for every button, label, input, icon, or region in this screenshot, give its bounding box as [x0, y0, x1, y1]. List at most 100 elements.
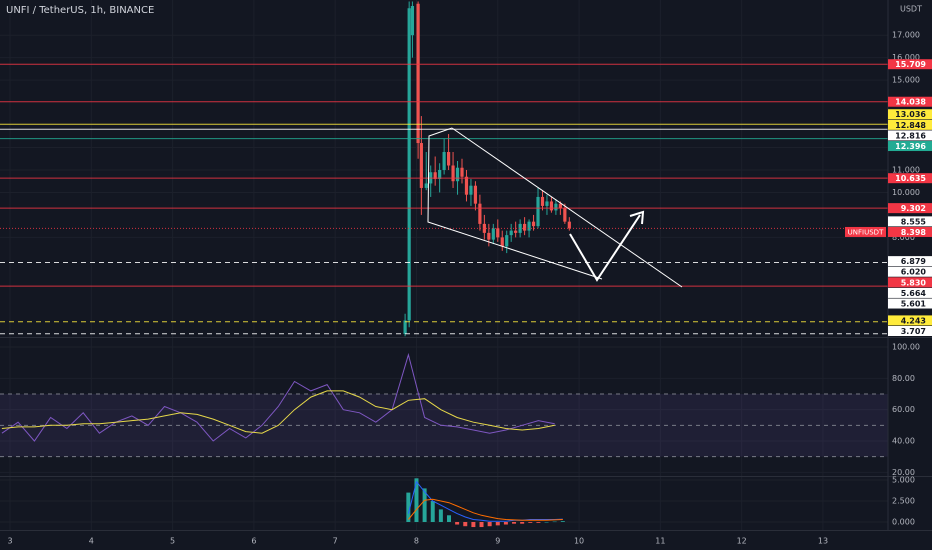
candle-body [419, 143, 423, 188]
arrow-head [629, 210, 645, 225]
arrow-path [569, 214, 641, 282]
macd-histogram-bar [487, 522, 492, 527]
candle-body [545, 201, 549, 206]
x-tick-label: 11 [655, 537, 665, 546]
x-tick-label: 13 [818, 537, 828, 546]
price-label: 14.038 [895, 98, 926, 107]
rsi-line [1, 390, 555, 434]
price-label-box [888, 266, 932, 277]
axes: 34567891011121317.00016.00015.00012.0001… [7, 31, 932, 546]
macd-histogram-bar [463, 522, 468, 527]
price-pane [0, 1, 888, 337]
candle-body [491, 228, 495, 240]
y-tick-label: 15.000 [892, 76, 920, 85]
candle-body [446, 152, 451, 166]
price-label: 9.302 [901, 204, 926, 213]
rsi-line [1, 352, 555, 442]
macd-histogram-bar [479, 522, 484, 528]
candle-body [451, 165, 455, 182]
candle-body [518, 223, 522, 233]
y-tick-label: 5.000 [892, 475, 915, 484]
candle-body [455, 167, 460, 182]
symbol-label: UNFIUSDT [848, 228, 884, 236]
candle-body [540, 196, 545, 206]
price-label: 5.601 [901, 300, 927, 309]
price-label-box [888, 96, 932, 107]
candle-body [549, 201, 554, 211]
y-tick-label: 100.00 [892, 342, 920, 351]
y-tick-label: 16.000 [892, 53, 920, 62]
x-tick-label: 12 [737, 537, 747, 546]
candle-body [460, 167, 464, 177]
candle-body [407, 8, 411, 321]
candle-body [469, 185, 473, 195]
candle-body [424, 183, 428, 188]
candle-body [523, 223, 527, 231]
currency-label: USDT [900, 5, 922, 14]
candle-body [487, 232, 491, 240]
candle-body [554, 203, 558, 211]
y-tick-label: 60.00 [892, 405, 915, 414]
price-label: 12.396 [895, 142, 926, 151]
macd-histogram-bar [536, 522, 541, 523]
macd-histogram-bar [544, 522, 549, 523]
macd-line [408, 498, 563, 521]
x-tick-label: 4 [89, 537, 94, 546]
x-tick-label: 7 [333, 537, 338, 546]
symbol-label-box [845, 226, 886, 237]
price-label-box [888, 287, 932, 298]
candle-body [536, 196, 540, 227]
candle-body [482, 223, 486, 233]
candle-body [403, 320, 407, 334]
price-label-box [888, 59, 932, 70]
y-tick-label: 20.00 [892, 468, 915, 477]
price-label: 15.709 [895, 60, 926, 69]
price-label: 8.555 [901, 217, 927, 226]
price-label-box [888, 203, 932, 214]
price-label: 10.635 [895, 174, 926, 183]
macd-histogram-bar [455, 522, 460, 525]
candle-body [478, 203, 482, 224]
x-tick-label: 8 [414, 537, 419, 546]
price-label-box [888, 141, 932, 152]
price-label: 4.243 [901, 316, 926, 325]
price-label-box [888, 119, 932, 130]
macd-histogram-bar [503, 522, 508, 525]
price-label-box [888, 315, 932, 326]
macd-pane [406, 478, 565, 528]
price-label-box [888, 256, 932, 267]
price-label: 6.020 [901, 268, 927, 277]
grid [0, 0, 888, 530]
price-label: 6.879 [901, 257, 927, 266]
y-tick-label: 11.000 [892, 165, 920, 174]
candle-body [473, 185, 478, 204]
price-label-box [888, 216, 932, 227]
price-label: 8.398 [901, 228, 927, 237]
macd-histogram-bar [438, 509, 443, 523]
price-label-box [888, 326, 932, 336]
x-tick-label: 5 [170, 537, 175, 546]
macd-histogram-bar [422, 488, 427, 523]
price-label-box [888, 173, 932, 184]
trend-line [451, 127, 683, 288]
macd-histogram-bar [446, 515, 451, 523]
macd-histogram-bar [528, 522, 533, 523]
price-label-box [888, 298, 932, 309]
trend-line [427, 127, 603, 280]
drawings [427, 127, 683, 288]
price-label-box [888, 109, 932, 120]
candle-body [500, 237, 504, 247]
rsi-pane [0, 352, 888, 458]
y-tick-label: 0.000 [892, 518, 915, 527]
macd-histogram-bar [552, 521, 557, 523]
macd-histogram-bar [560, 521, 565, 523]
y-tick-label: 2.500 [892, 497, 915, 506]
candle-body [438, 169, 442, 179]
price-label-box [888, 130, 932, 141]
candle-body [416, 3, 420, 144]
macd-histogram-bar [520, 522, 525, 524]
price-label: 5.830 [901, 278, 927, 287]
